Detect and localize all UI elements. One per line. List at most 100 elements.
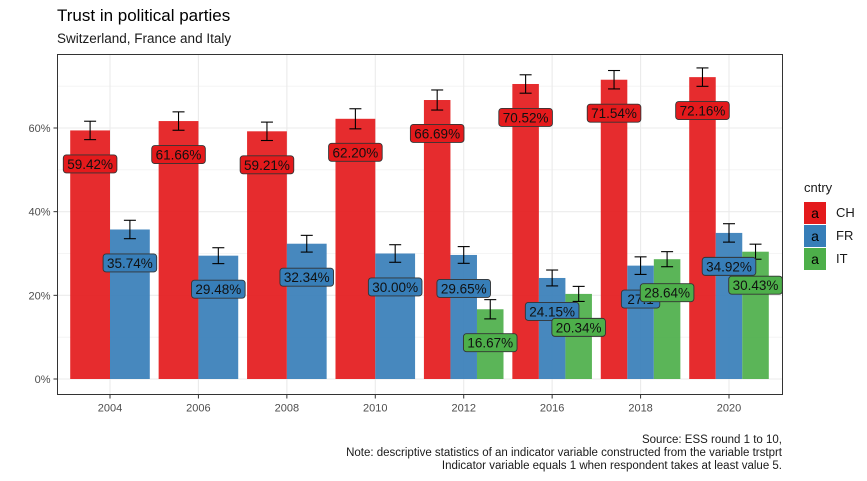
bar-fr-2012 [450, 254, 477, 379]
bar-fr-2006 [198, 255, 239, 379]
data-label-text: 71.54% [591, 106, 637, 121]
errorbar-fr-2006 [212, 247, 225, 265]
data-label-ch-2008: 59.21% [239, 155, 295, 175]
bar-fr-2004 [110, 229, 150, 379]
errorbar-ch-2020 [696, 67, 709, 87]
data-label-box [639, 283, 695, 303]
caption-line: Source: ESS round 1 to 10, [641, 434, 782, 446]
y-tick-label: 60% [28, 123, 50, 135]
bar-ch-2010 [335, 118, 376, 380]
data-label-box [239, 155, 295, 175]
errorbar-ch-2010 [349, 108, 362, 130]
data-label-text: 28.64% [644, 286, 690, 301]
data-label-text: 20.34% [556, 320, 602, 335]
data-label-box [409, 124, 465, 143]
data-label-box [62, 154, 118, 174]
data-label-ch-2012: 66.69% [409, 124, 465, 143]
chart-title: Trust in political parties [57, 6, 231, 25]
data-label-it-2018: 28.64% [639, 283, 695, 303]
data-label-ch-2020: 72.16% [675, 101, 730, 121]
data-label-text: 61.66% [156, 148, 202, 163]
data-label-fr-2016: 24.15% [524, 301, 580, 321]
data-label-text: 29.48% [195, 282, 241, 297]
data-label-fr-2008: 32.34% [279, 267, 335, 287]
x-tick-label: 2008 [275, 403, 299, 415]
data-label-ch-2004: 59.42% [62, 154, 118, 174]
y-tick-label: 40% [28, 207, 50, 219]
legend-label-it: IT [836, 251, 848, 266]
data-label-box [151, 145, 206, 164]
data-label-box [675, 101, 730, 121]
data-label-text: 30.43% [733, 278, 779, 293]
errorbar-ch-2008 [260, 121, 273, 142]
data-label-box [498, 108, 553, 127]
data-label-ch-2016: 70.52% [498, 108, 553, 127]
data-label-text: 30.00% [372, 280, 418, 295]
data-label-box [328, 142, 383, 162]
y-tick-label: 0% [35, 374, 51, 386]
data-label-fr-2020: 34.92% [701, 256, 757, 276]
data-label-text: 62.20% [332, 145, 378, 160]
data-label-text: 24.15% [529, 304, 575, 319]
errorbar-it-2012 [484, 299, 497, 320]
y-tick-label: 20% [28, 290, 50, 302]
errorbar-it-2018 [661, 251, 674, 268]
bar-it-2018 [653, 259, 681, 379]
errorbar-fr-2008 [300, 234, 313, 253]
x-tick-label: 2020 [717, 403, 741, 415]
data-label-box [102, 253, 158, 273]
data-label-text: 35.74% [107, 256, 153, 271]
data-label-box [279, 267, 335, 287]
data-label-text: 59.42% [67, 157, 113, 172]
errorbar-ch-2012 [431, 89, 444, 111]
x-tick-label: 2018 [628, 403, 652, 415]
caption-line: Indicator variable equals 1 when respond… [441, 460, 782, 472]
panel-border [57, 54, 783, 395]
legend-label-fr: FR [836, 228, 854, 243]
data-label-fr-2012: 29.65% [436, 278, 491, 298]
errorbar-fr-2018 [634, 256, 647, 275]
bar-ch-2020 [689, 77, 716, 379]
data-label-ch-2010: 62.20% [328, 142, 383, 162]
legend-title: cntry [804, 180, 833, 195]
data-label-box [436, 278, 491, 298]
chart-subtitle: Switzerland, France and Italy [57, 31, 232, 46]
data-label-text: 66.69% [414, 126, 460, 141]
data-label-text: 34.92% [706, 259, 752, 274]
bar-ch-2006 [158, 121, 199, 379]
data-label-it-2012: 16.67% [462, 333, 518, 353]
data-label-fr-2004: 35.74% [102, 253, 158, 273]
legend-key-ch: a [804, 201, 826, 224]
errorbar-fr-2010 [389, 244, 402, 263]
bar-ch-2012 [423, 100, 451, 380]
legend-key-fr: a [804, 224, 826, 247]
data-label-it-2016: 20.34% [551, 317, 606, 337]
errorbar-ch-2004 [84, 120, 97, 141]
errorbar-ch-2018 [608, 69, 621, 90]
data-label-text: 16.67% [467, 336, 513, 351]
bar-fr-2008 [286, 243, 327, 379]
data-label-box [586, 103, 642, 123]
data-label-text: 29.65% [441, 281, 487, 296]
errorbar-fr-2016 [546, 269, 559, 287]
errorbar-fr-2012 [457, 246, 470, 264]
data-label-fr-2010: 30.00% [367, 277, 423, 297]
errorbar-it-2016 [572, 285, 585, 302]
data-label-box [701, 256, 757, 276]
errorbar-ch-2006 [172, 111, 185, 131]
errorbar-fr-2020 [723, 223, 735, 243]
caption-line: Note: descriptive statistics of an indic… [346, 447, 782, 459]
legend-item-ch: a CH [804, 201, 855, 224]
bar-fr-2018 [627, 265, 654, 379]
x-tick-label: 2012 [451, 403, 475, 415]
bar-ch-2016 [512, 83, 539, 379]
legend-item-it: a IT [804, 247, 855, 270]
x-tick-label: 2004 [98, 403, 122, 415]
bar-fr-2020 [715, 232, 743, 379]
data-label-box [462, 333, 518, 353]
chart-caption: Source: ESS round 1 to 10, Note: descrip… [346, 434, 782, 473]
legend-key-it: a [804, 247, 826, 270]
data-label-text: 32.34% [284, 270, 330, 285]
data-label-fr-2006: 29.48% [191, 279, 246, 299]
data-label-ch-2006: 61.66% [151, 145, 206, 164]
